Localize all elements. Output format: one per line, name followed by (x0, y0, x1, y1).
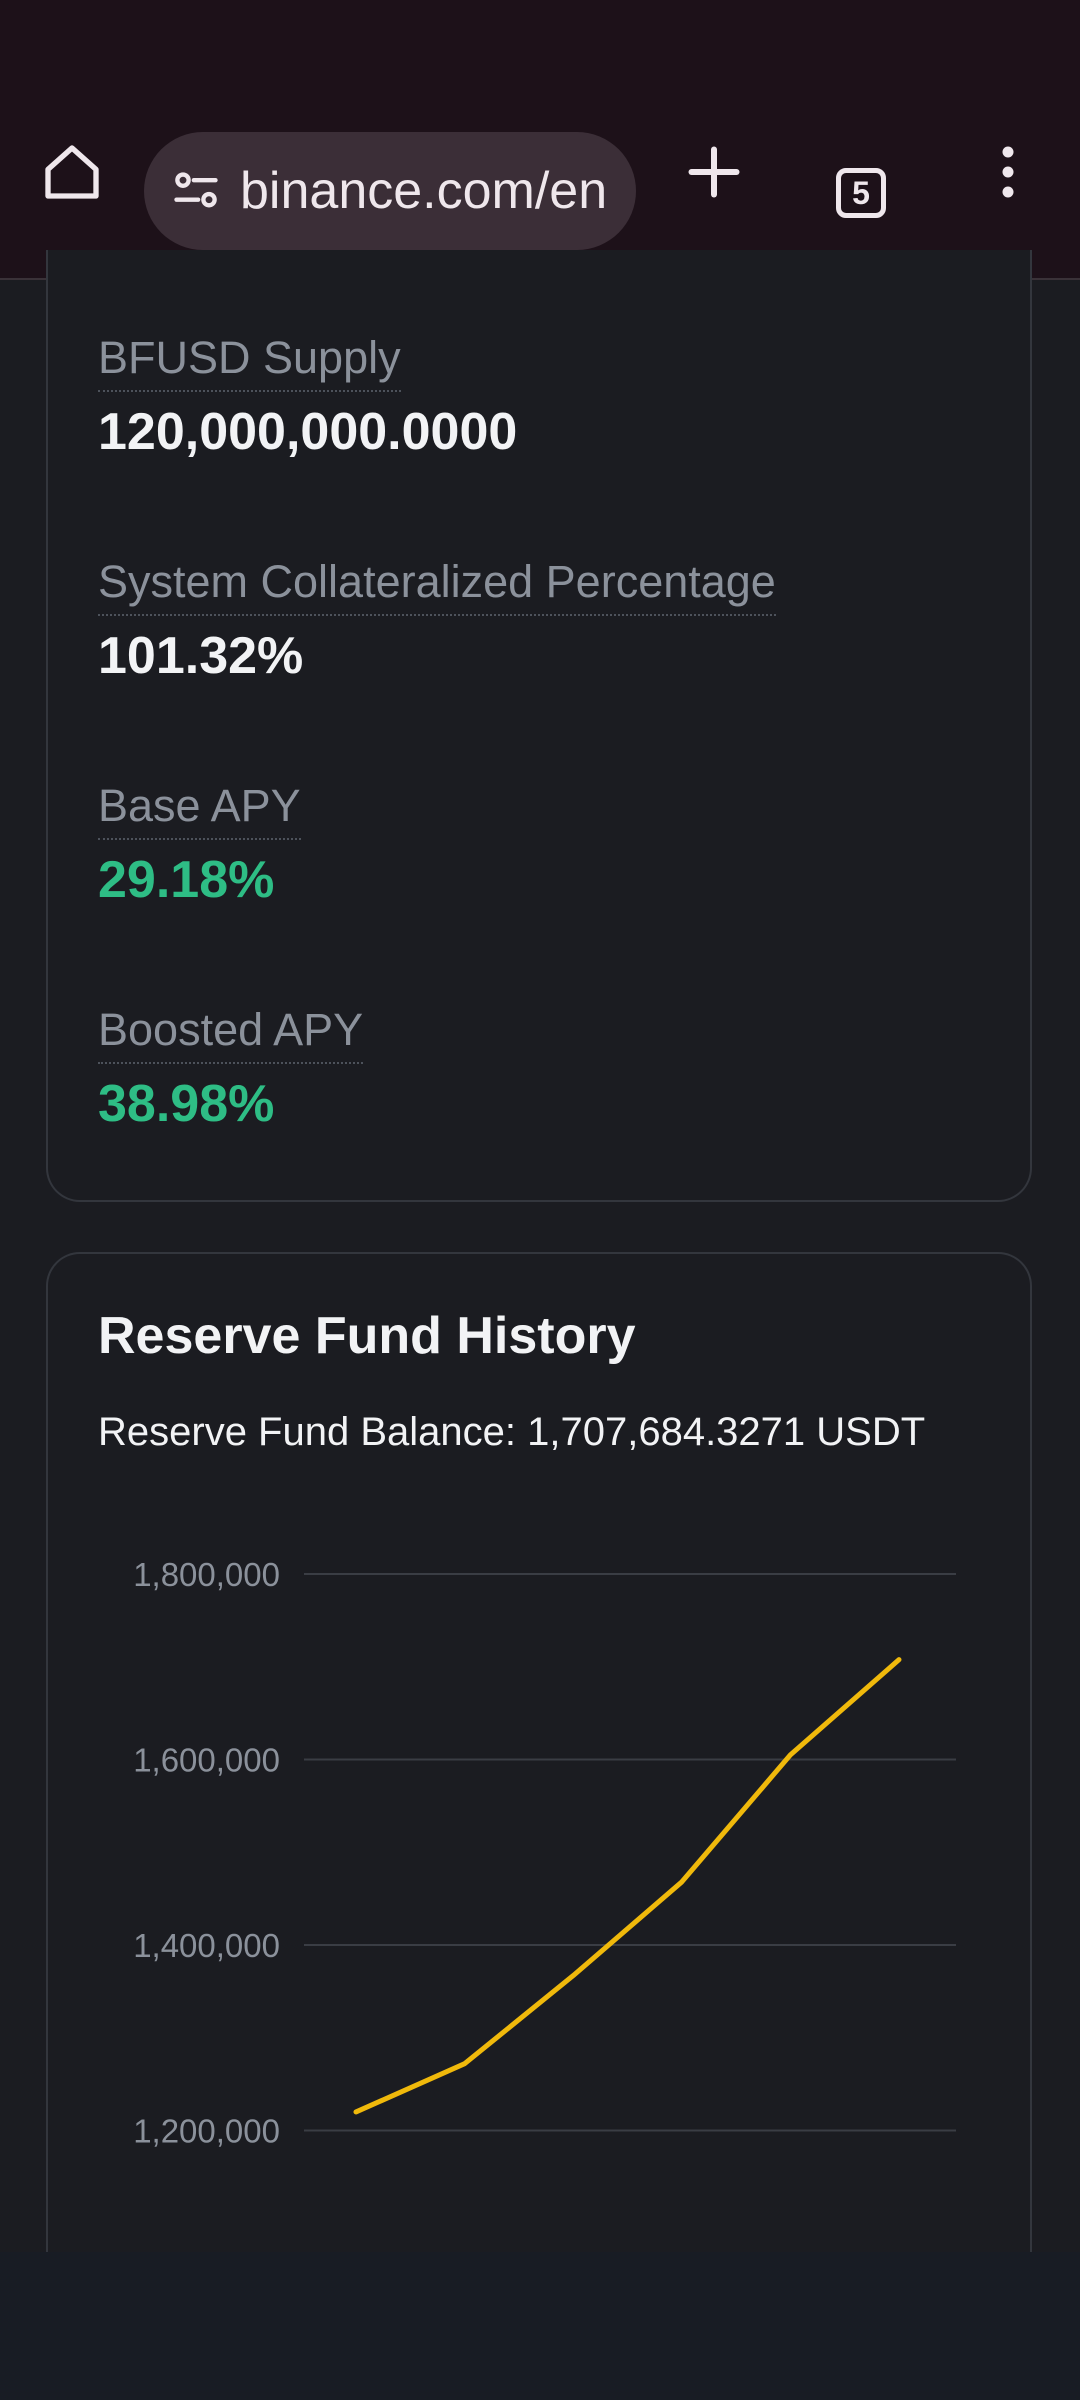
y-tick-label: 1,200,000 (133, 2113, 280, 2150)
more-menu-button[interactable] (968, 132, 1048, 212)
url-text[interactable]: binance.com/en (240, 162, 608, 220)
home-icon (45, 145, 99, 199)
home-button[interactable] (32, 132, 112, 212)
browser-toolbar: binance.com/en 5 (0, 0, 1080, 280)
tab-switcher-button[interactable]: 5 (836, 168, 886, 218)
bfusd-supply-value: 120,000,000.0000 (98, 403, 518, 461)
reserve-fund-card: Reserve Fund History Reserve Fund Balanc… (46, 1252, 1032, 2252)
new-tab-icon (688, 146, 740, 198)
boosted-apy-label[interactable]: Boosted APY (98, 1002, 364, 1064)
base-apy-label[interactable]: Base APY (98, 778, 301, 840)
reserve-fund-chart[interactable]: 1,000,0001,200,0001,400,0001,600,0001,80… (48, 1504, 1028, 2244)
reserve-fund-balance: Reserve Fund Balance: 1,707,684.3271 USD… (98, 1410, 926, 1454)
bottom-area (0, 2252, 1080, 2400)
base-apy-value: 29.18% (98, 851, 275, 909)
address-bar[interactable]: binance.com/en (144, 132, 636, 250)
site-settings-icon[interactable] (168, 163, 224, 219)
y-tick-label: 1,400,000 (133, 1927, 280, 1964)
more-menu-icon (1002, 146, 1014, 198)
collateralized-percentage-label[interactable]: System Collateralized Percentage (98, 554, 776, 616)
bfusd-supply-label[interactable]: BFUSD Supply (98, 330, 401, 392)
y-tick-label: 1,800,000 (133, 1556, 280, 1593)
series-line[interactable] (353, 1657, 902, 2115)
stats-card: BFUSD Supply 120,000,000.0000 System Col… (46, 250, 1032, 1202)
collateralized-percentage-value: 101.32% (98, 627, 304, 685)
reserve-fund-title: Reserve Fund History (98, 1307, 636, 1365)
y-tick-label: 1,600,000 (133, 1742, 280, 1779)
boosted-apy-value: 38.98% (98, 1075, 275, 1133)
new-tab-button[interactable] (674, 132, 754, 212)
